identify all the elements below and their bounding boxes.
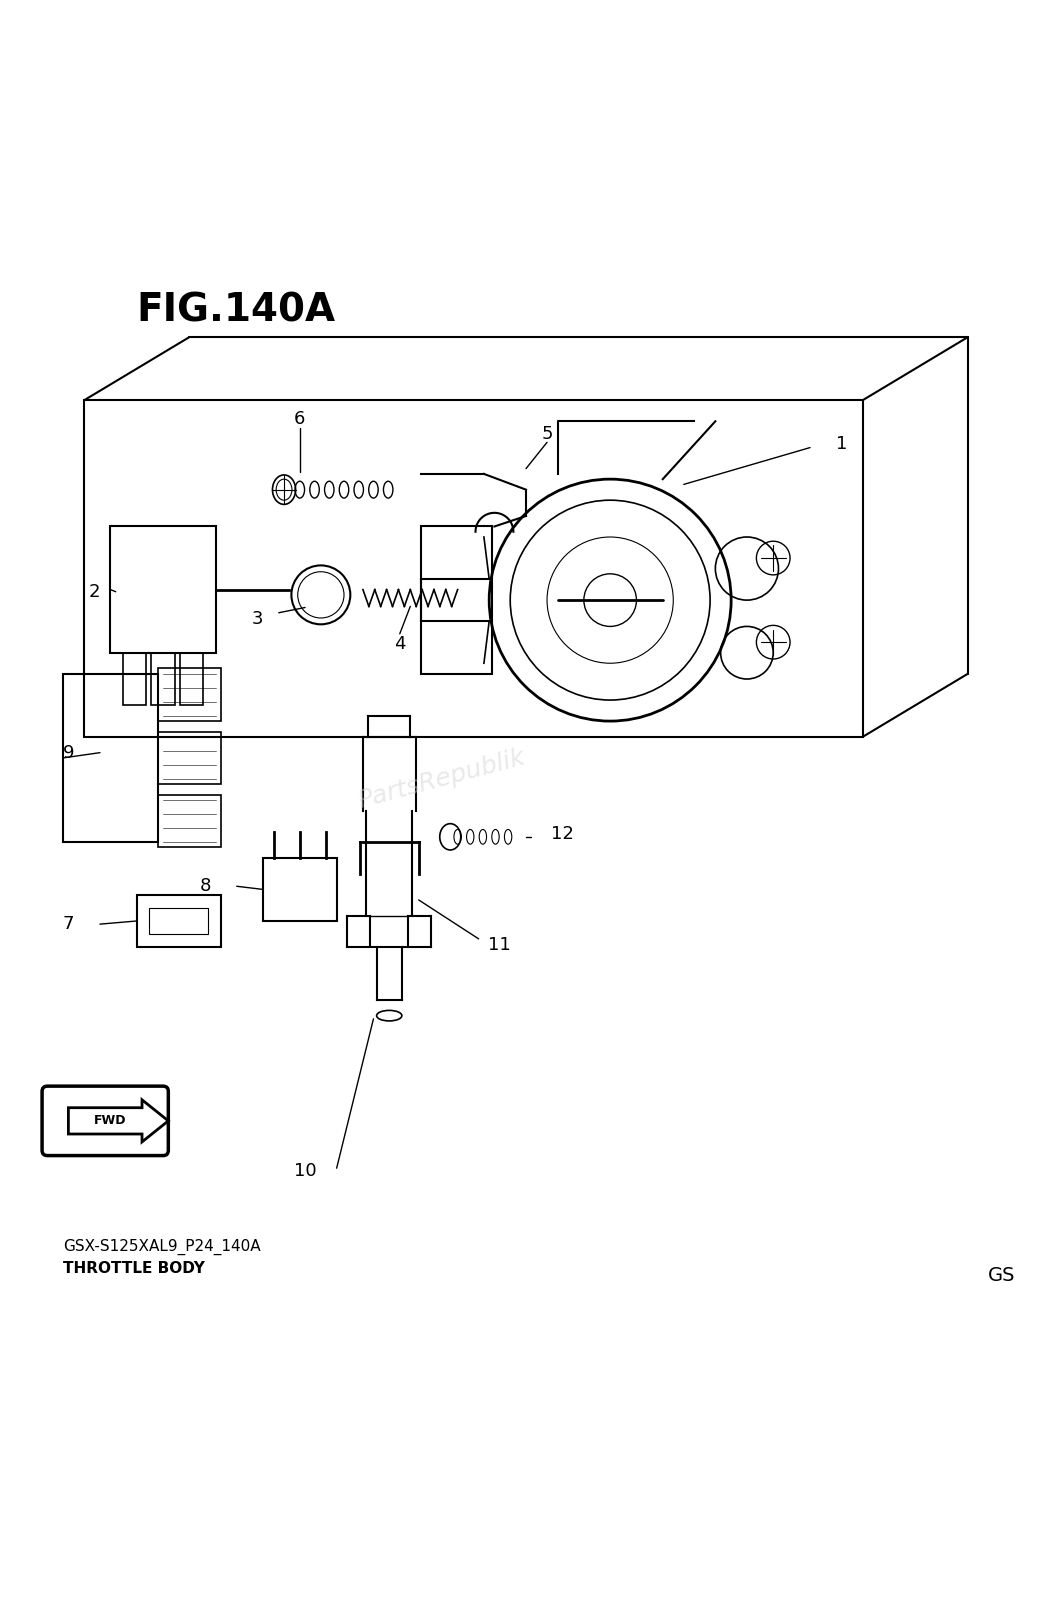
Text: 12: 12 <box>551 824 574 843</box>
Bar <box>421 526 492 674</box>
Bar <box>158 795 221 848</box>
Bar <box>151 653 175 706</box>
Bar <box>63 674 158 842</box>
Bar <box>149 909 208 934</box>
Text: 2: 2 <box>89 582 100 600</box>
Bar <box>158 731 221 784</box>
Text: 3: 3 <box>252 610 263 629</box>
Text: 8: 8 <box>200 877 210 896</box>
Text: 10: 10 <box>294 1162 317 1181</box>
Text: 4: 4 <box>394 635 405 653</box>
Text: 6: 6 <box>295 410 305 429</box>
Bar <box>110 526 216 653</box>
Text: THROTTLE BODY: THROTTLE BODY <box>63 1261 205 1275</box>
Text: 9: 9 <box>63 744 74 762</box>
Text: GSX-S125XAL9_P24_140A: GSX-S125XAL9_P24_140A <box>63 1238 261 1256</box>
Bar <box>263 858 337 922</box>
Text: 1: 1 <box>836 435 847 453</box>
Bar <box>158 669 221 722</box>
Text: 5: 5 <box>542 426 552 443</box>
Text: 7: 7 <box>63 915 74 933</box>
Text: FIG.140A: FIG.140A <box>137 291 336 330</box>
Bar <box>137 894 221 947</box>
Text: 11: 11 <box>488 936 511 954</box>
Circle shape <box>584 574 636 627</box>
Text: GS: GS <box>988 1266 1015 1285</box>
Text: PartsRepublik: PartsRepublik <box>356 746 528 813</box>
Bar <box>123 653 146 706</box>
FancyArrow shape <box>68 1099 168 1142</box>
Text: FWD: FWD <box>95 1114 126 1128</box>
Bar <box>180 653 203 706</box>
